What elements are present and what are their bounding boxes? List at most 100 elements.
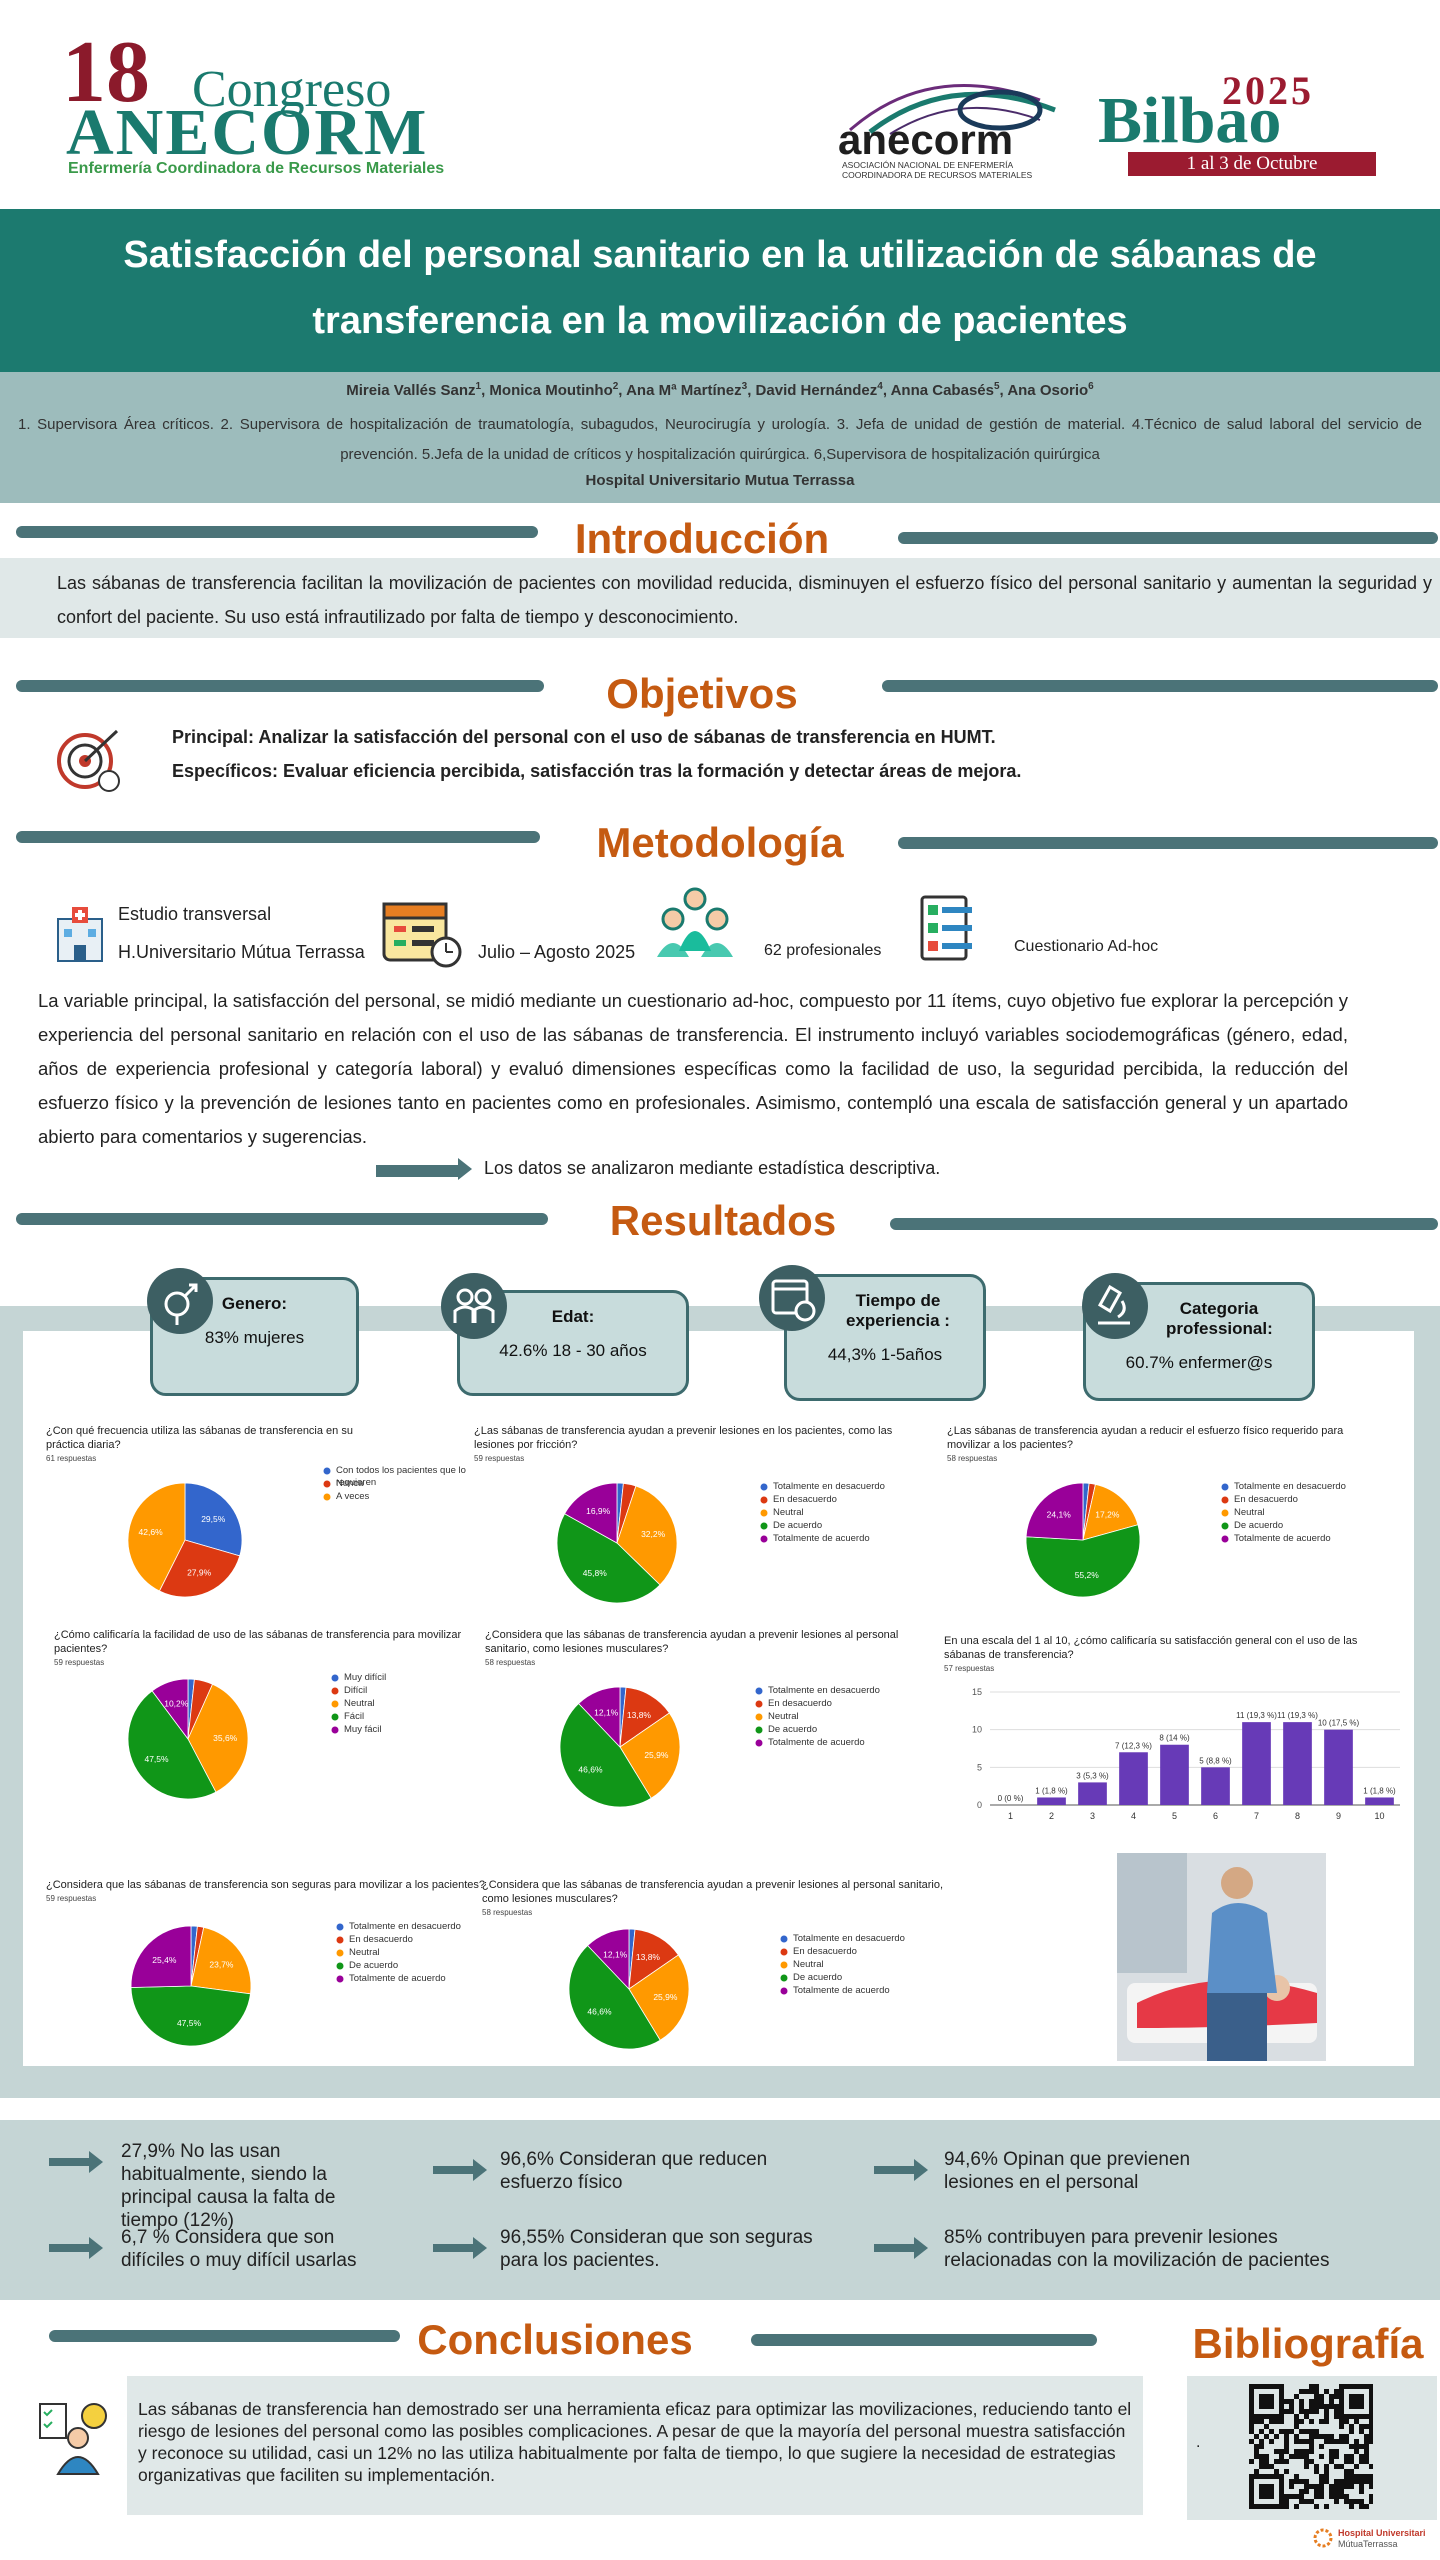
qr-module (1294, 2474, 1299, 2479)
qr-module (1279, 2394, 1284, 2399)
slice-label: 55,2% (1075, 1570, 1100, 1580)
chart-title: ¿Considera que las sábanas de transferen… (482, 1879, 944, 1905)
legend-swatch (331, 1700, 339, 1708)
legend-label: Muy difícil (344, 1672, 387, 1683)
qr-module (1369, 2494, 1373, 2499)
chart-question: ¿Cómo calificaría la facilidad de uso de… (54, 1628, 494, 1670)
qr-module (1339, 2479, 1344, 2484)
qr-module (1304, 2389, 1309, 2394)
pie-slice (130, 1985, 251, 2047)
section-title: Metodología (596, 819, 844, 866)
qr-module (1314, 2489, 1319, 2494)
slice-label: 25,4% (152, 1955, 177, 1965)
qr-code (1249, 2384, 1373, 2509)
qr-module (1359, 2424, 1364, 2429)
arrow (49, 2151, 103, 2173)
qr-module (1249, 2409, 1254, 2414)
chart-responses: 59 respuestas (474, 1454, 525, 1463)
qr-module (1274, 2474, 1279, 2479)
qr-module (1334, 2394, 1339, 2399)
qr-module (1269, 2439, 1274, 2444)
qr-module (1264, 2459, 1269, 2464)
qr-module (1354, 2414, 1359, 2419)
qr-module (1369, 2464, 1373, 2469)
qr-module (1249, 2474, 1254, 2479)
legend-swatch (336, 1936, 344, 1944)
qr-module (1294, 2479, 1299, 2484)
qr-module (1324, 2404, 1329, 2409)
qr-module (1349, 2454, 1354, 2459)
qr-module (1299, 2419, 1304, 2424)
qr-module (1359, 2394, 1364, 2399)
authors: Mireia Vallés Sanz1Monica Moutinho2Ana M… (0, 381, 1440, 399)
pie-slice (190, 1926, 252, 1995)
qr-module (1369, 2394, 1373, 2399)
qr-module (1334, 2479, 1339, 2484)
qr-module (1279, 2389, 1284, 2394)
legend-label: Totalmente en desacuerdo (1234, 1481, 1346, 1492)
y-tick-label: 0 (977, 1800, 982, 1810)
author: Monica Moutinho2 (489, 381, 626, 399)
bar-label: 0 (0 %) (998, 1794, 1024, 1803)
x-tick-label: 8 (1295, 1811, 1300, 1821)
qr-module (1299, 2454, 1304, 2459)
qr-module (1249, 2424, 1254, 2429)
congress-number: 18 (62, 24, 150, 121)
author-affiliation: 6 (1088, 381, 1094, 392)
author: Anna Cabasés5 (891, 381, 1008, 399)
pie-slice (1025, 1482, 1084, 1541)
qr-module (1349, 2459, 1354, 2464)
slice-label: 46,6% (587, 2007, 612, 2017)
qr-module (1284, 2444, 1289, 2449)
x-tick-label: 3 (1090, 1811, 1095, 1821)
legend-swatch (780, 1987, 788, 1995)
qr-module (1339, 2484, 1344, 2489)
card-value: 44,3% 1-5años (827, 1345, 943, 1364)
qr-module (1339, 2394, 1344, 2399)
qr-module (1284, 2449, 1289, 2454)
pie-slice (628, 1954, 690, 2041)
qr-module (1319, 2494, 1324, 2499)
qr-module (1329, 2494, 1334, 2499)
legend-label: En desacuerdo (768, 1698, 832, 1709)
qr-module (1319, 2454, 1324, 2459)
qr-module (1249, 2394, 1254, 2399)
qr-module (1249, 2504, 1254, 2509)
bar (1201, 1767, 1230, 1805)
qr-module (1259, 2459, 1264, 2464)
qr-module (1364, 2444, 1369, 2449)
qr-module (1294, 2504, 1299, 2509)
qr-module (1339, 2439, 1344, 2444)
qr-module (1329, 2484, 1334, 2489)
hospital-logo-sub: MútuaTerrassa (1338, 2539, 1398, 2549)
qr-module (1259, 2384, 1264, 2389)
qr-module (1274, 2504, 1279, 2509)
qr-module (1344, 2494, 1349, 2499)
pie-slice (151, 1678, 189, 1741)
qr-module (1259, 2464, 1264, 2469)
qr-module (1319, 2419, 1324, 2424)
legend-label: En desacuerdo (793, 1946, 857, 1957)
questionnaire-icon (920, 895, 972, 961)
qr-module (1279, 2489, 1284, 2494)
pie-slice (619, 1686, 670, 1748)
qr-module (1334, 2414, 1339, 2419)
qr-module (1289, 2494, 1294, 2499)
qr-module (1349, 2444, 1354, 2449)
qr-module (1269, 2394, 1274, 2399)
bar-label: 5 (8,8 %) (1199, 1756, 1232, 1765)
qr-module (1364, 2474, 1369, 2479)
qr-module (1294, 2394, 1299, 2399)
org-subtitle: Enfermería Coordinadora de Recursos Mate… (68, 160, 445, 177)
section-title: Bibliografía (1192, 2320, 1424, 2367)
pie-slice (559, 1702, 652, 1808)
qr-module (1299, 2494, 1304, 2499)
qr-module (1279, 2399, 1284, 2404)
qr-module (1294, 2494, 1299, 2499)
chart-title: ¿Considera que las sábanas de transferen… (485, 1629, 899, 1655)
qr-module (1339, 2434, 1344, 2439)
qr-module (1274, 2449, 1279, 2454)
qr-module (1344, 2454, 1349, 2459)
method-text: La variable principal, la satisfacción d… (38, 990, 1348, 1147)
card-value: 60.7% enfermer@s (1125, 1353, 1273, 1372)
